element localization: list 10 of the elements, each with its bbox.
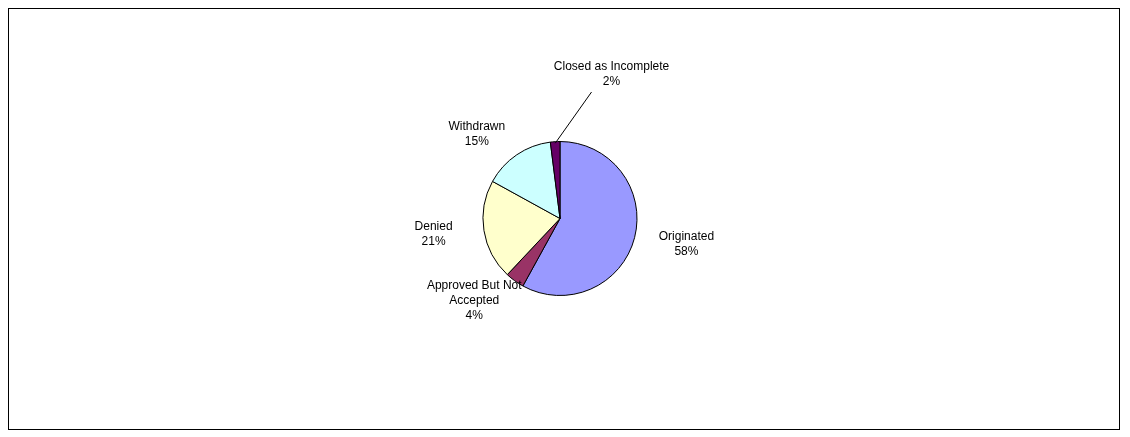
- data-label: 2%: [602, 73, 621, 88]
- data-label: 4%: [465, 308, 484, 323]
- data-label: 21%: [421, 234, 446, 249]
- slice-label: Approved But Not Accepted: [426, 278, 523, 308]
- slice-label: Denied: [414, 219, 453, 234]
- data-label: 58%: [674, 243, 699, 258]
- data-label: 15%: [464, 134, 490, 149]
- slice-label: Closed as Incomplete: [553, 58, 670, 73]
- slice-label: Withdrawn: [448, 119, 506, 134]
- slice-label: Originated: [658, 228, 715, 243]
